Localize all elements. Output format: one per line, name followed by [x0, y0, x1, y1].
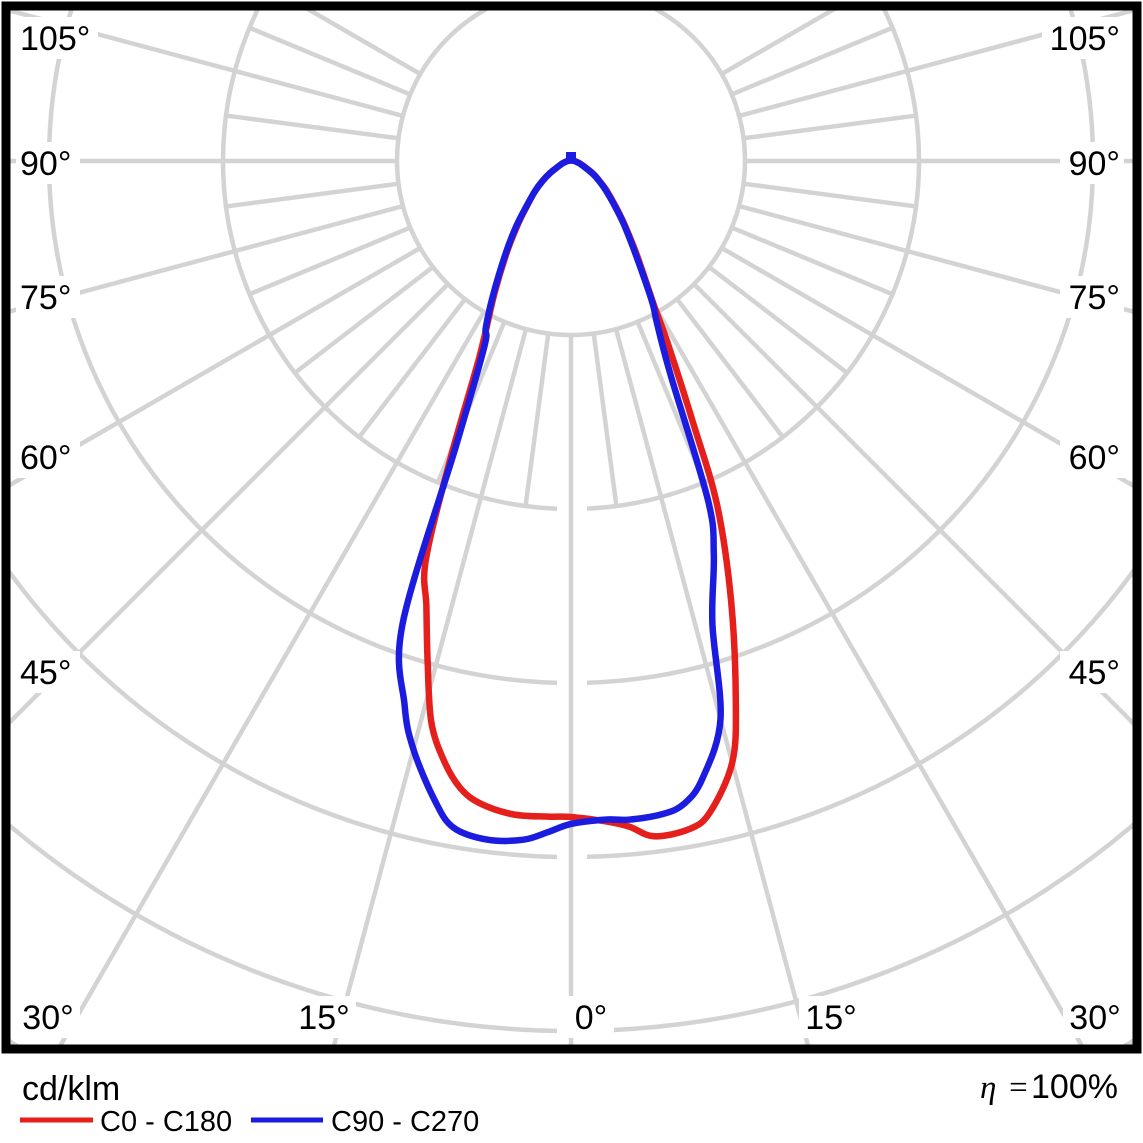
- angle-label: 75°: [1069, 279, 1120, 317]
- polar-ray-major: [692, 282, 1133, 726]
- angle-label-bg: [1060, 651, 1124, 693]
- angle-label-bg: [1060, 276, 1124, 318]
- angle-label-bg: [16, 996, 80, 1038]
- efficiency-equals: =: [1007, 1070, 1029, 1106]
- angle-label-bg: [16, 142, 80, 184]
- angle-label: 45°: [1069, 654, 1120, 692]
- polar-ray-minor: [675, 297, 785, 439]
- polar-ray-minor: [248, 225, 412, 297]
- angle-label-bg: [1063, 996, 1127, 1038]
- angle-label: 90°: [1069, 145, 1120, 183]
- angle-label: 60°: [1069, 439, 1120, 477]
- legend-label-c90: C90 - C270: [331, 1106, 479, 1138]
- polar-ray-major: [10, 282, 450, 725]
- angle-label-bg: [16, 276, 80, 318]
- angle-label: 30°: [22, 999, 73, 1037]
- angle-label: 90°: [20, 145, 71, 183]
- polar-ray-minor: [225, 181, 399, 209]
- polar-ring: [394, 10, 748, 338]
- plot-border: [1, 1, 1142, 1054]
- angle-label-bg: [16, 17, 98, 59]
- angle-label: 30°: [1069, 999, 1120, 1037]
- angle-label: 105°: [20, 20, 90, 58]
- polar-ray-major: [738, 203, 1133, 314]
- polar-ray-major: [10, 10, 404, 119]
- polar-ray-minor: [591, 333, 619, 507]
- polar-ray-minor: [743, 181, 917, 209]
- polar-ray-minor: [730, 225, 894, 297]
- angle-label: 0°: [575, 999, 608, 1037]
- angle-label-bg: [568, 996, 614, 1038]
- polar-ray-major: [720, 246, 1133, 488]
- polar-ray-minor: [743, 113, 917, 141]
- angle-label-bg: [292, 996, 356, 1038]
- angle-label-bg: [16, 436, 80, 478]
- polar-ray-major: [738, 10, 1133, 119]
- polar-ray-minor: [523, 333, 551, 507]
- efficiency-value: 100%: [1031, 1068, 1118, 1106]
- polar-ray-minor: [248, 25, 412, 97]
- polar-ray-minor: [707, 265, 849, 375]
- angle-label: 15°: [805, 999, 856, 1037]
- polar-ray-minor: [357, 297, 467, 439]
- radial-unit-label: cd/klm: [22, 1070, 120, 1108]
- origin-marker: [566, 152, 576, 162]
- polar-ray-minor: [225, 113, 399, 141]
- efficiency-symbol: η: [980, 1070, 996, 1106]
- angle-label: 45°: [20, 654, 71, 692]
- polar-ray-minor: [730, 25, 894, 97]
- angle-label-bg: [16, 651, 80, 693]
- intensity-curves: [395, 152, 740, 845]
- angle-label-bg: [1060, 436, 1124, 478]
- polar-ray-minor: [293, 265, 435, 375]
- angle-label: 75°: [20, 279, 71, 317]
- polar-ray-major: [10, 246, 422, 488]
- polar-ray-major: [58, 310, 486, 1045]
- angle-label: 60°: [20, 439, 71, 477]
- angle-label: 105°: [1050, 20, 1120, 58]
- angle-label-bg: [799, 996, 863, 1038]
- angle-label-bg: [1060, 142, 1124, 184]
- legend-label-c0: C0 - C180: [100, 1106, 232, 1138]
- polar-ray-major: [656, 310, 1084, 1045]
- angle-label: 15°: [298, 999, 349, 1037]
- polar-ray-major: [10, 203, 404, 314]
- c90-c270-curve: [395, 157, 724, 845]
- angle-label-bg: [1042, 17, 1124, 59]
- angle-labels: 105° 90° 75° 60° 45° 105° 90° 75° 60° 45° 30° 15° 0°…: [16, 17, 1127, 1038]
